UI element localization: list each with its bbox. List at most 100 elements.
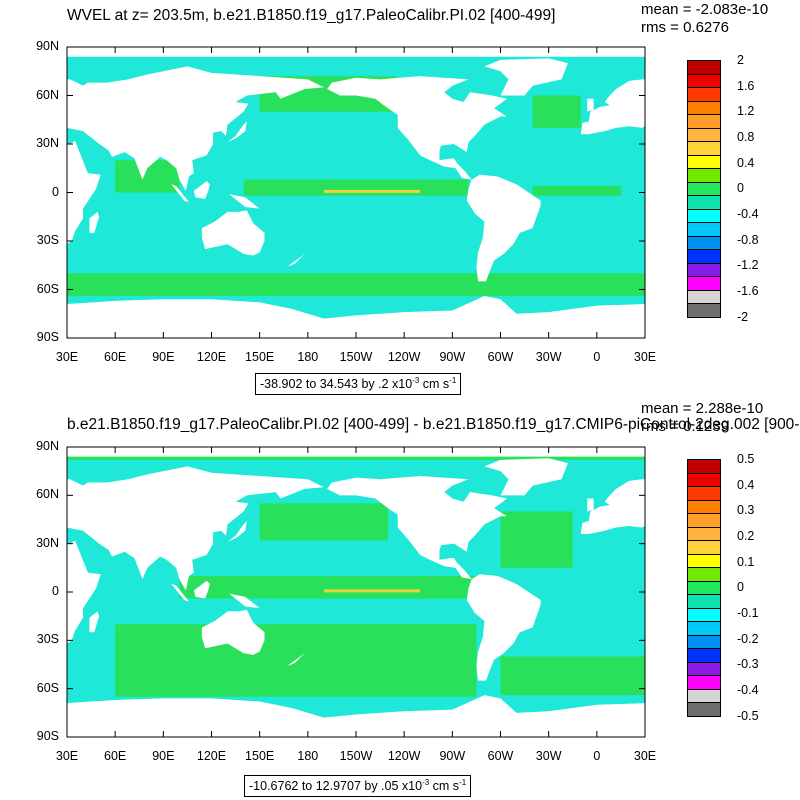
colorbar-tick-label: 0	[737, 181, 744, 196]
x-tick-label: 150W	[339, 350, 373, 364]
x-tick-label: 90E	[152, 749, 175, 763]
colorbar-box	[687, 688, 721, 703]
x-tick-label: 60W	[487, 350, 514, 364]
x-tick-label: 120W	[387, 350, 421, 364]
colorbar-box	[687, 661, 721, 676]
x-tick-label: 120W	[387, 749, 421, 763]
colorbar-box	[687, 87, 721, 102]
colorbar-tick-label: 0.1	[737, 554, 755, 569]
colorbar-box	[687, 262, 721, 277]
y-tick-label: 0	[52, 584, 59, 598]
map-plot	[0, 46, 646, 339]
panel-title: WVEL at z= 203.5m, b.e21.B1850.f19_g17.P…	[67, 7, 556, 24]
positive-wvel-band	[500, 656, 645, 696]
y-tick-label: 30N	[36, 136, 59, 150]
panel-title: b.e21.B1850.f19_g17.PaleoCalibr.PI.02 [4…	[67, 416, 800, 433]
rms-stat: rms = 0.6276	[641, 19, 729, 36]
colorbar-box	[687, 459, 721, 474]
colorbar-tick-label: 1.2	[737, 104, 755, 119]
colorbar-tick-label: 0.4	[737, 155, 755, 170]
y-tick-label: 0	[52, 184, 59, 199]
colorbar-tick-label: -0.3	[737, 657, 759, 672]
range-text: -38.902 to 34.543 by .2 x10	[260, 377, 413, 392]
x-tick-label: 30E	[633, 749, 657, 763]
land-uk	[587, 498, 594, 512]
colorbar-box	[687, 472, 721, 487]
colorbar-tick-label: -1.2	[737, 258, 759, 273]
x-tick-label: 180	[297, 749, 319, 763]
colorbar-box	[687, 648, 721, 663]
x-tick-label: 150W	[339, 749, 373, 763]
x-tick-label: 30E	[55, 350, 79, 364]
colorbar-tick-label: 0.2	[737, 528, 755, 543]
land-greenland	[484, 58, 568, 96]
y-tick-label: 60N	[36, 87, 59, 102]
panel-bottom: b.e21.B1850.f19_g17.PaleoCalibr.PI.02 [4…	[0, 400, 800, 800]
x-tick-label: 30W	[535, 749, 562, 763]
colorbar-box	[687, 303, 721, 318]
land-madagascar	[89, 211, 100, 233]
colorbar-box	[687, 127, 721, 142]
colorbar-box	[687, 289, 721, 304]
colorbar-tick-label: -0.5	[737, 708, 759, 723]
land-japan	[227, 521, 247, 543]
y-tick-label: 90N	[36, 439, 59, 453]
colorbar-tick-label: -0.4	[737, 682, 759, 697]
colorbar-tick-label: -0.4	[737, 206, 759, 221]
x-tick-label: 60E	[104, 350, 127, 364]
x-tick-label: 60W	[487, 749, 514, 763]
colorbar-box	[687, 100, 721, 115]
positive-wvel-band	[243, 179, 469, 196]
x-tick-label: 90W	[439, 350, 466, 364]
colorbar	[687, 459, 721, 717]
x-tick-label: 120E	[196, 749, 227, 763]
x-tick-label: 30E	[633, 350, 657, 364]
colorbar-box	[687, 60, 721, 75]
colorbar-tick-label: 0.5	[737, 452, 755, 466]
land-madagascar	[89, 611, 100, 633]
land-greenland	[484, 458, 568, 496]
land-antarctica	[67, 295, 645, 338]
panel-top: WVEL at z= 203.5m, b.e21.B1850.f19_g17.P…	[0, 2, 769, 396]
colorbar-box	[687, 540, 721, 555]
x-tick-label: 0	[593, 749, 601, 763]
range-info-box: -10.6762 to 12.9707 by .05 x10-3 cm s-1	[244, 775, 472, 798]
y-tick-label: 30S	[36, 632, 59, 647]
colorbar-tick-label: 2	[737, 53, 744, 67]
colorbar-box	[687, 580, 721, 595]
colorbar-box	[687, 276, 721, 291]
y-tick-label: 30S	[36, 233, 59, 247]
range-units: cm s	[429, 779, 460, 794]
colorbar-box	[687, 499, 721, 514]
x-tick-label: 90W	[439, 749, 466, 763]
colorbar-tick-label: -1.6	[737, 283, 759, 298]
land-newguinea	[229, 593, 260, 609]
mean-stat: mean = 2.288e-10	[641, 400, 764, 417]
colorbar-box	[687, 634, 721, 649]
land-southamerica	[466, 574, 541, 681]
land-europe2	[580, 79, 645, 135]
colorbar-tick-label: 0.4	[737, 477, 755, 492]
land-australia	[201, 609, 265, 655]
colorbar-box	[687, 594, 721, 609]
land-northamerica	[327, 76, 507, 180]
colorbar-tick-label: -0.2	[737, 631, 759, 646]
x-tick-label: 90E	[152, 350, 175, 364]
x-tick-label: 30W	[535, 350, 562, 364]
x-tick-label: 150E	[245, 350, 275, 364]
positive-wvel-band	[259, 503, 389, 541]
land-europe2	[580, 479, 645, 534]
x-tick-label: 0	[593, 350, 601, 364]
colorbar-tick-label: -0.1	[737, 605, 759, 620]
land-borneo	[193, 181, 210, 199]
land-africa	[0, 532, 101, 649]
land-africa	[0, 132, 101, 250]
y-tick-label: 90S	[36, 330, 59, 344]
range-units-exp: -1	[449, 376, 457, 385]
map-plot	[0, 446, 646, 738]
positive-wvel-band	[67, 273, 645, 296]
x-tick-label: 150E	[245, 749, 275, 763]
equatorial-upwelling-highlight	[323, 589, 421, 593]
colorbar-box	[687, 73, 721, 88]
equatorial-upwelling-highlight	[323, 189, 421, 193]
